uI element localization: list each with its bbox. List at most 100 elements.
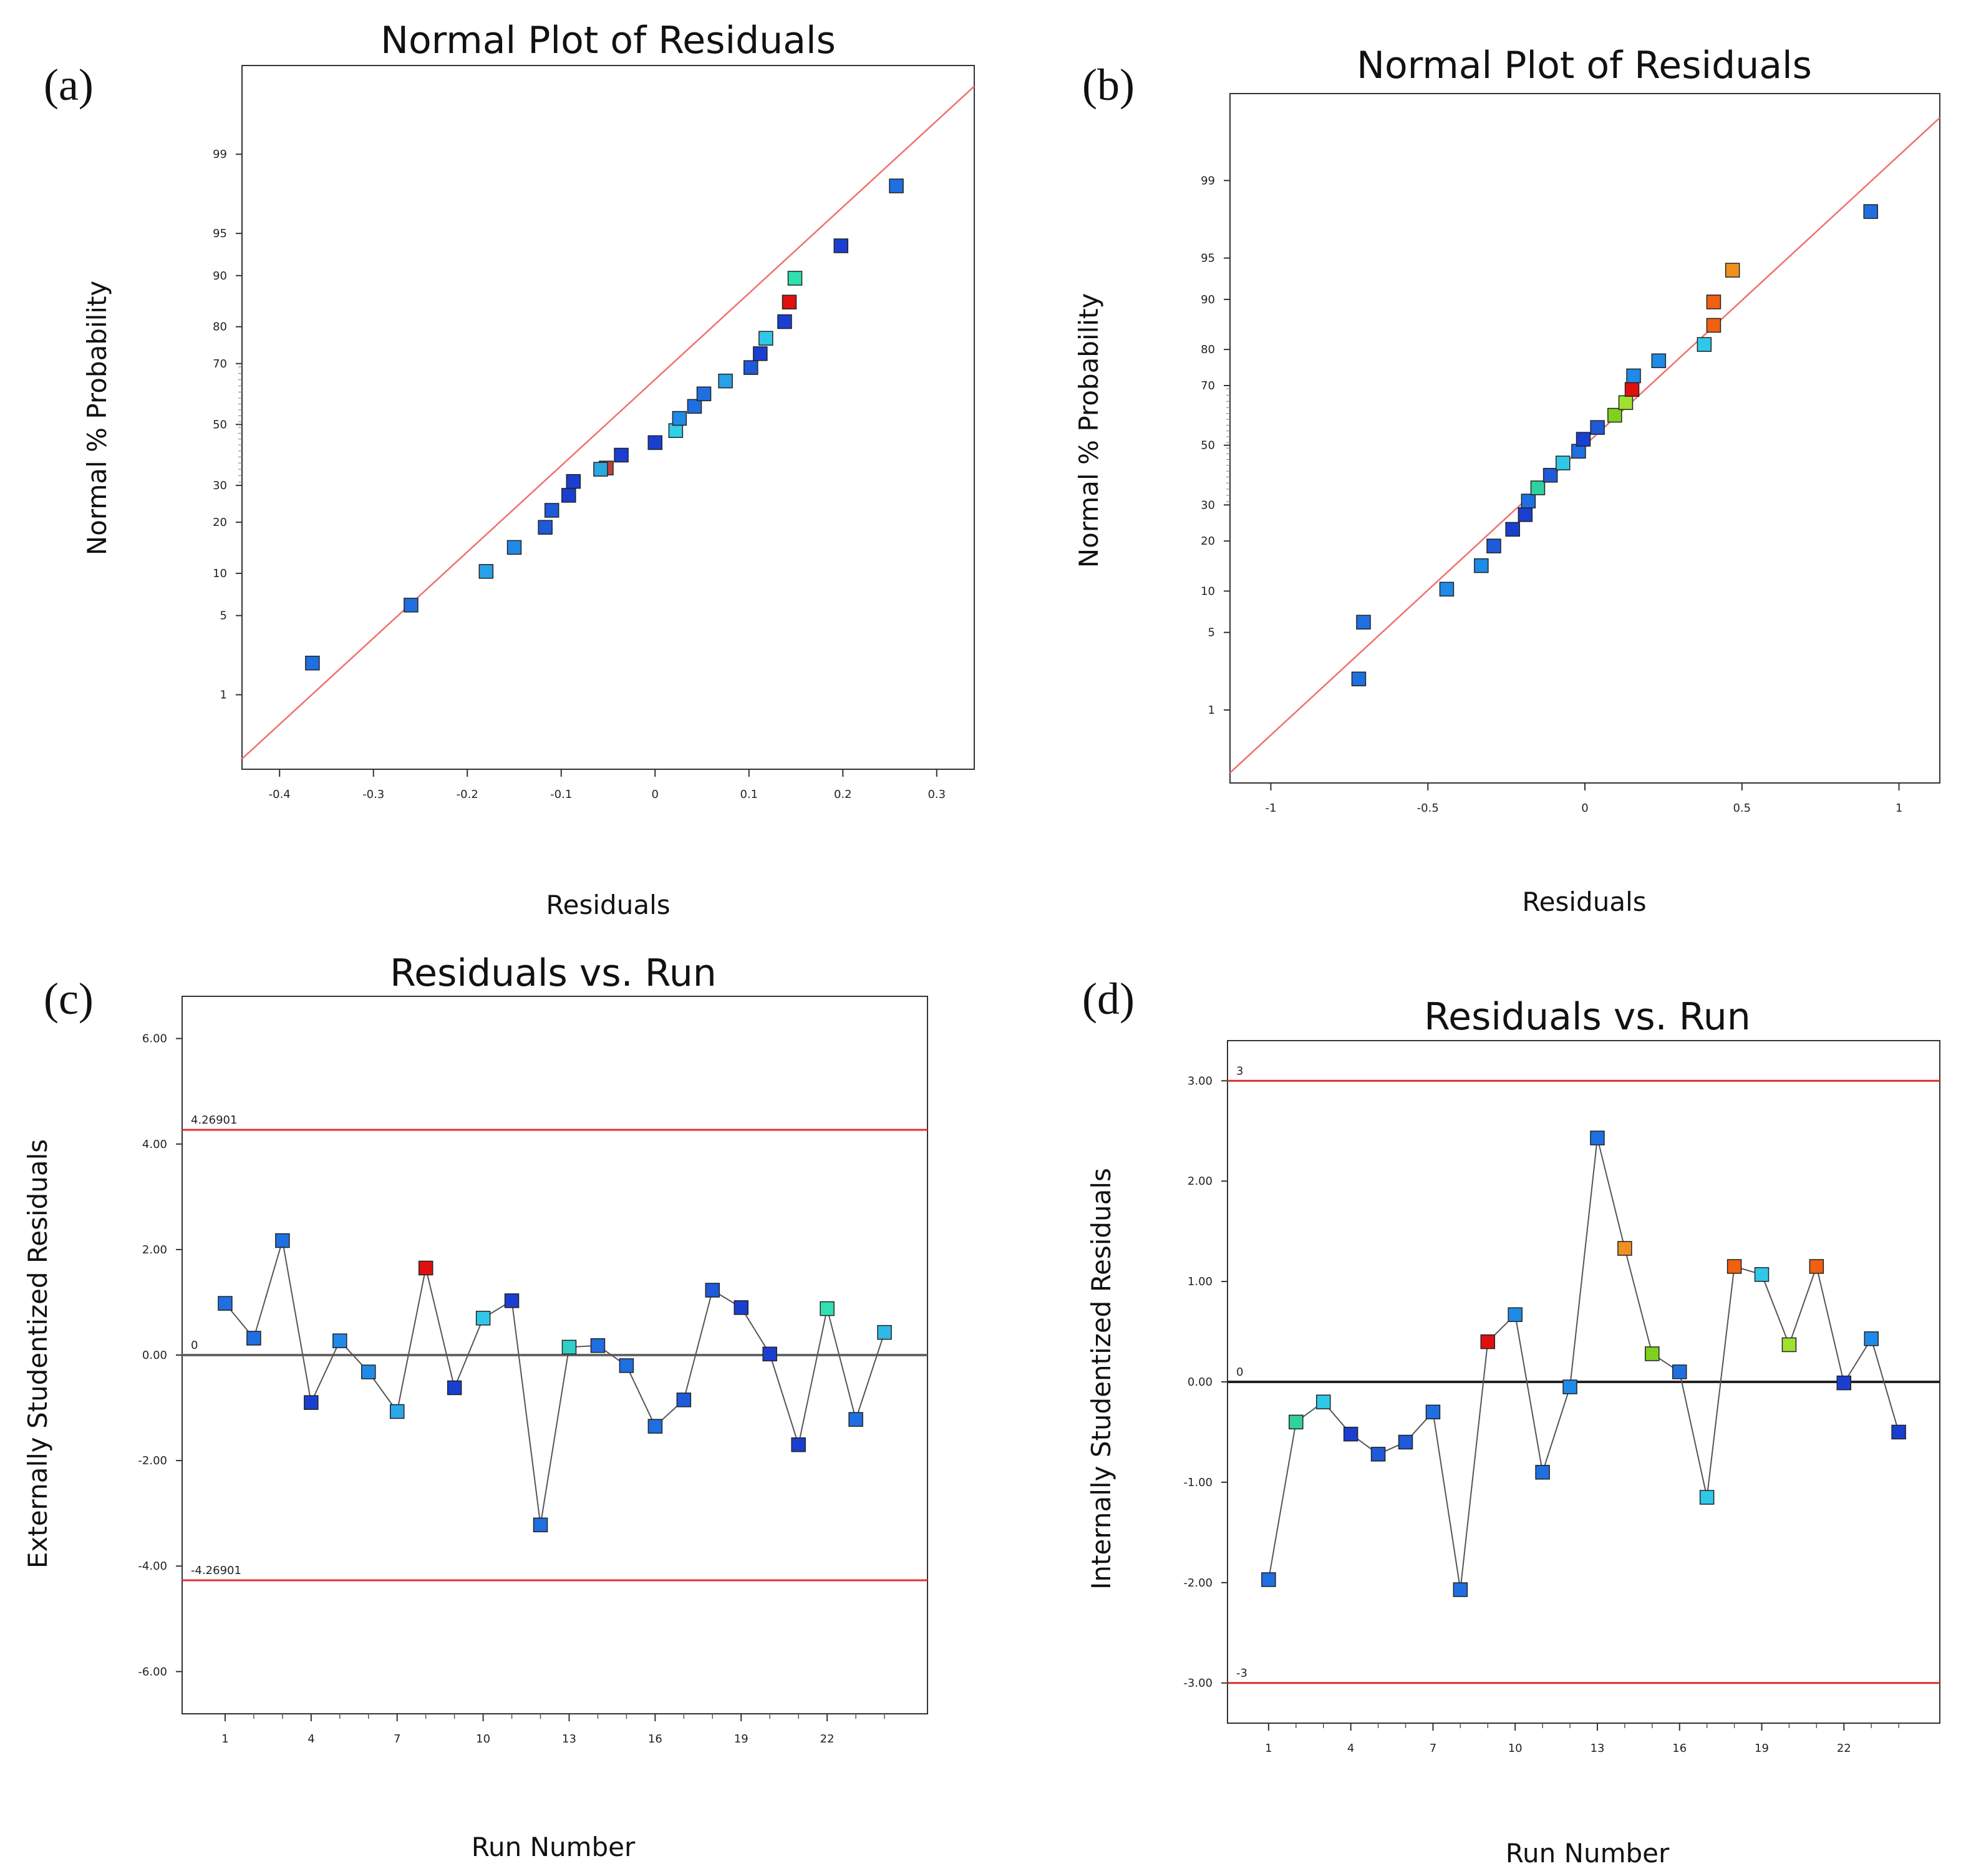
data-point [561,488,576,503]
data-point [418,1260,433,1276]
y-tick-label: 0.00 [142,1349,167,1362]
fit-line [241,85,975,760]
data-point [538,520,553,535]
data-point [833,238,849,253]
data-point [777,314,792,329]
y-axis-label: Externally Studentized Residuals [22,1139,53,1568]
data-point [1624,382,1640,397]
panel-c: (c) Residuals vs. Run Run Number Externally… [22,951,928,1862]
data-point [647,435,663,450]
data-point [1863,204,1878,219]
x-tick-label: 13 [1591,1742,1605,1755]
data-point [1626,368,1641,384]
data-point [1607,407,1622,423]
data-point [1508,1307,1523,1322]
y-tick-label: 80 [213,321,227,334]
data-point [1289,1414,1304,1430]
data-point [1261,1572,1276,1587]
panel-b: (b) Normal Plot of Residuals Residuals Norm… [1073,44,1940,917]
data-point [1315,1394,1331,1409]
y-tick-label: -1.00 [1183,1476,1213,1489]
x-axis-label: Residuals [546,890,670,920]
data-point [1836,1375,1852,1391]
x-tick-label: 10 [1508,1742,1523,1755]
data-point [889,178,904,193]
x-tick-label: 0.2 [834,788,852,801]
x-axis-label: Residuals [1522,887,1646,917]
data-point [1590,420,1605,435]
y-tick-label: 70 [1201,379,1215,392]
x-tick-label: 0.3 [927,788,946,801]
y-tick-label: 3.00 [1188,1074,1213,1087]
data-point [1672,1364,1687,1379]
data-point [1486,538,1501,553]
y-tick-label: 1.00 [1188,1275,1213,1288]
data-point [877,1324,892,1340]
x-axis-label: Run Number [1506,1838,1670,1869]
x-tick-label: 16 [648,1733,662,1746]
reference-line-label: 0 [1236,1366,1243,1379]
data-point [475,1311,491,1326]
x-tick-label: -1 [1265,802,1276,815]
data-point [1617,1241,1632,1256]
data-point [246,1331,261,1346]
reference-line-label: 3 [1236,1064,1243,1077]
data-point [820,1301,835,1316]
data-point [1891,1424,1906,1440]
y-tick-label: 99 [1201,174,1215,187]
x-tick-label: 0.1 [740,788,758,801]
y-tick-label: 90 [1201,293,1215,306]
y-tick-label: 50 [213,418,227,431]
y-tick-label: 1 [1208,704,1215,717]
data-point [1699,1490,1715,1505]
data-point [389,1404,405,1419]
data-point [1439,581,1455,597]
y-tick-label: 5 [1208,626,1215,639]
x-tick-label: 1 [221,1733,228,1746]
y-tick-label: 20 [213,516,227,529]
y-tick-label: -2.00 [138,1454,167,1467]
data-point [1518,507,1533,522]
data-point [1398,1434,1413,1450]
data-point [1535,1465,1550,1480]
y-tick-label: 4.00 [142,1138,167,1151]
data-point [504,1293,520,1308]
y-tick-label: -6.00 [138,1665,167,1678]
x-tick-label: -0.1 [550,788,572,801]
data-point [1726,1259,1742,1274]
data-point [478,564,494,579]
series-line [225,1240,886,1525]
y-tick-label: -2.00 [1183,1577,1213,1590]
data-point [1351,671,1367,687]
data-point [743,360,758,375]
data-point [544,503,559,518]
data-point [753,346,768,361]
reference-line-label: -4.26901 [191,1564,241,1577]
y-tick-label: 70 [213,357,227,371]
data-point [762,1346,777,1362]
data-point [1697,337,1712,352]
panel-label: (c) [44,974,94,1024]
y-tick-label: -3.00 [1183,1677,1213,1690]
data-point [275,1233,290,1248]
x-axis-label: Run Number [472,1832,636,1862]
series-line [1267,1137,1900,1590]
data-point [1521,493,1536,508]
data-point [668,423,684,438]
x-tick-label: 4 [1347,1742,1354,1755]
data-point [566,474,581,489]
chart-title: Residuals vs. Run [1424,995,1751,1039]
chart-title: Residuals vs. Run [390,951,717,995]
data-point [590,1338,606,1353]
x-tick-label: 0 [652,788,659,801]
data-point [1809,1259,1824,1274]
y-tick-label: -4.00 [138,1560,167,1573]
data-point [647,1419,663,1434]
data-point [696,386,712,402]
panel-label: (a) [44,60,94,110]
data-point [1706,318,1722,333]
data-point [718,373,733,389]
data-point [218,1296,233,1311]
x-tick-label: -0.3 [362,788,384,801]
